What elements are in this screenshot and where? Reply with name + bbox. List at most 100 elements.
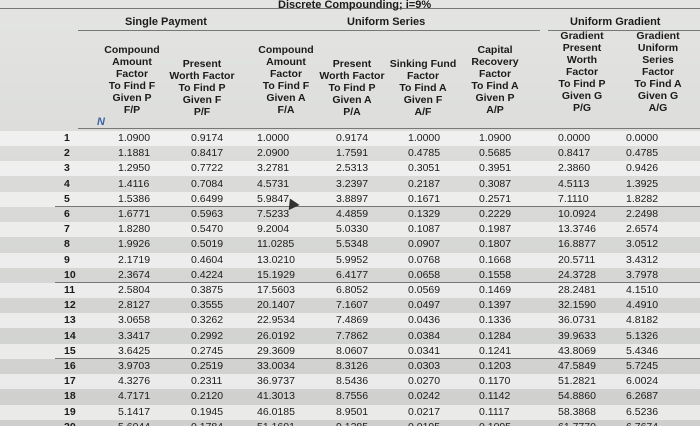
- header-line: Factor: [565, 66, 599, 78]
- table-cell: 0.0497: [408, 299, 441, 312]
- table-cell: 0.0000: [626, 132, 659, 144]
- header-pa: Present Worth Factor To Find P Given A P/A: [318, 58, 386, 118]
- table-cell: 4.8182: [626, 314, 659, 327]
- table-cell: 0.1203: [479, 360, 512, 372]
- table-cell: 2.5804: [118, 284, 151, 296]
- table-cell: 0.9426: [626, 162, 659, 175]
- header-line: Present: [182, 58, 222, 70]
- header-line: To Find F: [108, 80, 156, 92]
- table-cell: 43.8069: [558, 344, 596, 357]
- table-cell: 3.2397: [336, 177, 369, 190]
- table-cell: 6.8052: [336, 284, 369, 296]
- table-cell: 0.4604: [191, 253, 224, 266]
- table-cell: 0.0000: [558, 132, 591, 144]
- table-cell: 24.3728: [558, 268, 596, 281]
- table-cell: 0.0384: [408, 329, 441, 342]
- table-cell: 0.5685: [479, 147, 512, 160]
- single-payment-heading: Single Payment: [125, 16, 207, 28]
- header-line: Factor: [406, 70, 440, 82]
- table-cell: 1.0900: [479, 132, 512, 144]
- table-cell: 5.5348: [336, 238, 369, 251]
- header-line: Amount: [112, 56, 152, 68]
- table-cell: 5.7245: [626, 360, 659, 372]
- table-cell: 1.2950: [118, 162, 151, 175]
- table-cell: 2.5313: [336, 162, 369, 175]
- header-pf: Present Worth Factor To Find P Given F P/F: [168, 58, 236, 118]
- table-cell: 0.0768: [408, 253, 441, 266]
- table-cell: 0.0270: [408, 375, 441, 388]
- table-cell: 41.3013: [257, 390, 295, 403]
- table-cell: 6.4177: [336, 268, 369, 281]
- table-cell: 39.9633: [558, 329, 596, 342]
- table-cell: 0.5019: [191, 238, 224, 251]
- header-line: F/A: [277, 104, 295, 116]
- row-period: 9: [64, 253, 70, 266]
- uniform-series-rule: [255, 30, 540, 31]
- table-cell: 0.4224: [191, 268, 224, 281]
- table-cell: 1.5386: [118, 192, 151, 205]
- table-cell: 3.3417: [118, 329, 151, 342]
- table-cell: 26.0192: [257, 329, 295, 342]
- table-cell: 0.3555: [191, 299, 224, 312]
- table-cell: 0.1336: [479, 314, 512, 327]
- header-line: Given G: [637, 90, 679, 102]
- table-cell: 0.0195: [408, 420, 440, 426]
- header-line: Given F: [403, 94, 443, 106]
- table-cell: 8.0607: [336, 344, 369, 357]
- table-cell: 0.0217: [408, 405, 441, 418]
- table-cell: 0.1807: [479, 238, 512, 251]
- table-cell: 47.5849: [558, 360, 596, 372]
- table-cell: 6.5236: [626, 405, 659, 418]
- table-cell: 2.0900: [257, 147, 290, 160]
- table-cell: 3.0512: [626, 238, 659, 251]
- header-line: Capital: [477, 44, 513, 56]
- row-period: 14: [64, 329, 76, 342]
- table-cell: 0.2229: [479, 208, 512, 220]
- header-line: Given P: [475, 92, 515, 104]
- table-cell: 5.1417: [118, 405, 151, 418]
- table-cell: 0.2187: [408, 177, 441, 190]
- table-cell: 0.8417: [191, 147, 224, 160]
- table-cell: 0.0658: [408, 268, 441, 281]
- table-cell: 10.0924: [558, 208, 596, 220]
- row-band: [0, 252, 700, 268]
- row-period: 3: [64, 162, 70, 175]
- header-line: Present: [562, 42, 602, 54]
- row-band: [0, 191, 700, 207]
- table-cell: 0.4785: [408, 147, 441, 160]
- table-cell: 0.0303: [408, 360, 441, 372]
- row-period: 8: [64, 238, 70, 251]
- table-cell: 0.1095: [479, 420, 511, 426]
- row-band: [0, 343, 700, 359]
- row-period: 16: [64, 360, 76, 372]
- table-cell: 5.6044: [118, 420, 150, 426]
- table-cell: 9.2004: [257, 223, 290, 236]
- table-cell: 0.0341: [408, 344, 441, 357]
- header-line: Compound: [258, 44, 314, 56]
- table-cell: 3.4312: [626, 253, 659, 266]
- table-cell: 0.2519: [191, 360, 224, 372]
- table-cell: 2.3674: [118, 268, 151, 281]
- header-rule: [78, 128, 700, 129]
- row-period: 15: [64, 344, 76, 357]
- table-cell: 4.3276: [118, 375, 151, 388]
- group-separator: [55, 282, 700, 283]
- table-cell: 33.0034: [257, 360, 295, 372]
- table-cell: 0.1671: [408, 192, 441, 205]
- table-cell: 0.1784: [191, 420, 223, 426]
- table-cell: 29.3609: [257, 344, 295, 357]
- table-cell: 5.1326: [626, 329, 659, 342]
- table-title: Discrete Compounding; i=9%: [278, 0, 432, 11]
- table-cell: 0.1241: [479, 344, 512, 357]
- table-cell: 2.3860: [558, 162, 591, 175]
- row-period: 6: [64, 208, 70, 220]
- table-cell: 0.2745: [191, 344, 224, 357]
- row-period: 7: [64, 223, 70, 236]
- header-line: A/P: [486, 104, 504, 116]
- table-cell: 7.1110: [558, 192, 589, 205]
- table-cell: 1.8280: [118, 223, 151, 236]
- header-line: P/F: [193, 106, 211, 118]
- table-cell: 0.0436: [408, 314, 441, 327]
- table-cell: 0.8417: [558, 147, 591, 160]
